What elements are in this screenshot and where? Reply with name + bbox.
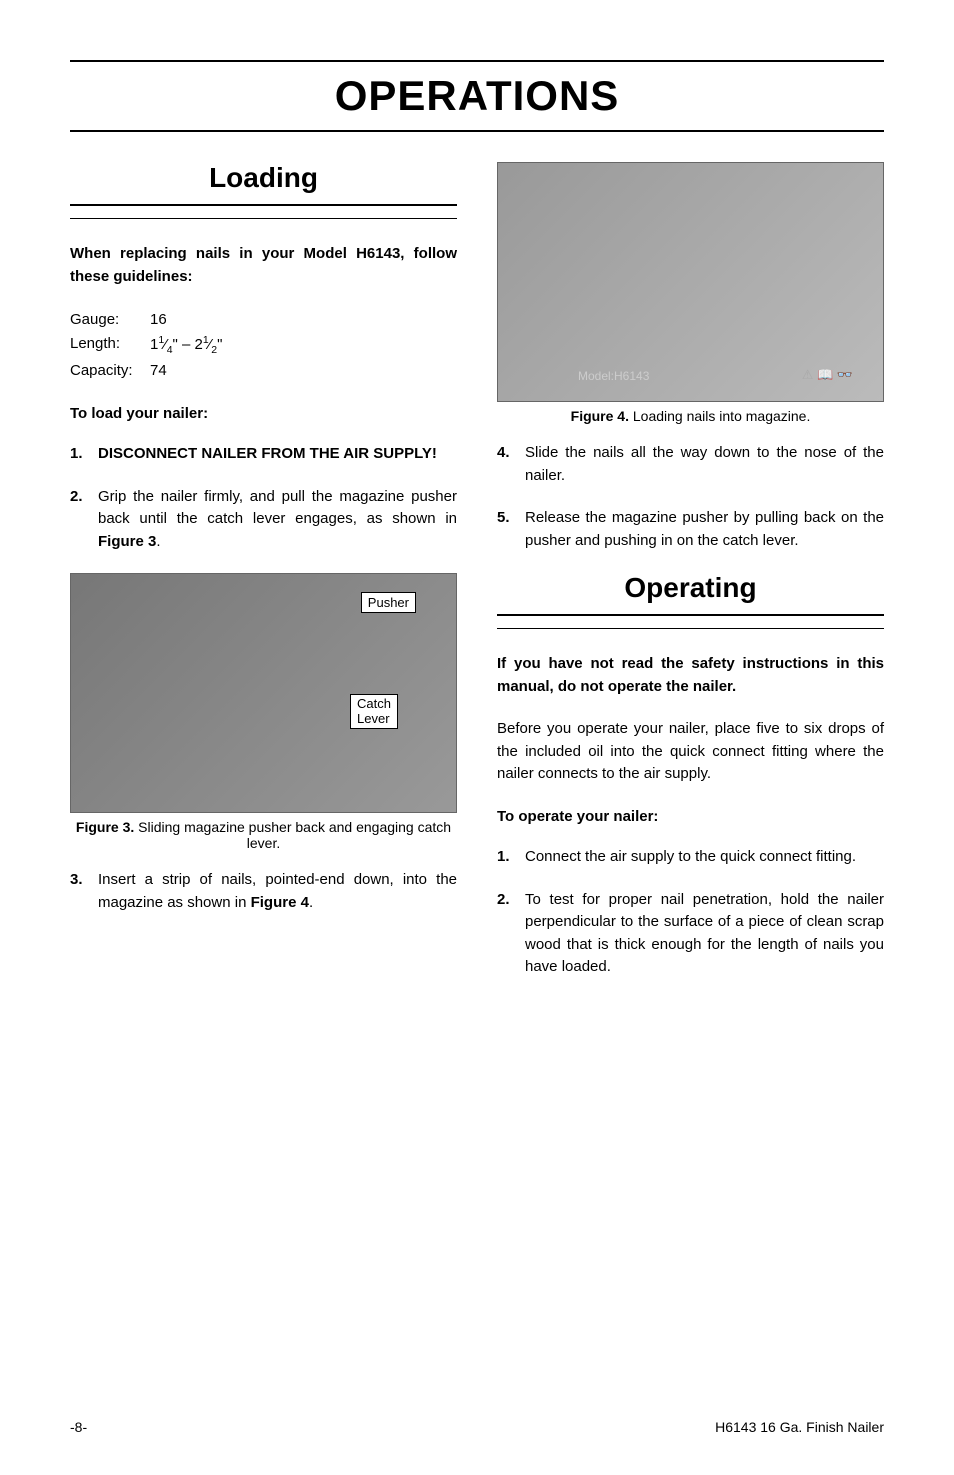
right-steps-4-5: 4. Slide the nails all the way down to t…: [497, 442, 884, 552]
load-sub-heading: To load your nailer:: [70, 403, 457, 426]
section-underline: [70, 218, 457, 219]
operate-sub-heading: To operate your nailer:: [497, 806, 884, 829]
operate-steps: 1. Connect the air supply to the quick c…: [497, 846, 884, 979]
operating-section-title: Operating: [497, 572, 884, 616]
step-text: Release the magazine pusher by pulling b…: [525, 507, 884, 552]
operate-step-2: 2. To test for proper nail penetration, …: [497, 889, 884, 979]
spec-capacity-value: 74: [150, 359, 167, 383]
left-column: Loading When replacing nails in your Mod…: [70, 162, 457, 999]
spec-length-value: 11⁄4" – 21⁄2": [150, 332, 222, 359]
page-title: OPERATIONS: [70, 60, 884, 132]
step-suffix: .: [156, 533, 160, 550]
step-num: 1.: [70, 443, 98, 466]
callout-catch-lever: Catch Lever: [350, 694, 398, 729]
footer-page-num: -8-: [70, 1419, 87, 1435]
step-prefix: Grip the nailer firmly, and pull the mag…: [98, 488, 457, 528]
spec-capacity-label: Capacity:: [70, 359, 150, 383]
figure-4-image: Model:H6143 ⚠ 📖 👓: [497, 162, 884, 402]
figure-4-caption: Figure 4. Loading nails into magazine.: [497, 408, 884, 424]
length-suffix: ": [217, 336, 222, 353]
loading-section-title: Loading: [70, 162, 457, 206]
model-label: Model:H6143: [578, 369, 649, 383]
load-step-3: 3. Insert a strip of nails, pointed-end …: [70, 869, 457, 914]
operating-para: Before you operate your nailer, place fi…: [497, 718, 884, 786]
step-num: 2.: [497, 889, 525, 979]
step-num: 4.: [497, 442, 525, 487]
step-num: 3.: [70, 869, 98, 914]
step-bold: DISCONNECT NAILER FROM THE AIR SUPPLY!: [98, 445, 437, 462]
step-bold: Figure 4: [251, 894, 309, 911]
callout-line1: Catch: [357, 696, 391, 711]
step-text: Connect the air supply to the quick conn…: [525, 846, 884, 869]
spec-length: Length: 11⁄4" – 21⁄2": [70, 332, 457, 359]
step-text: DISCONNECT NAILER FROM THE AIR SUPPLY!: [98, 443, 457, 466]
callout-line2: Lever: [357, 711, 390, 726]
figure-3-image: Pusher Catch Lever: [70, 573, 457, 813]
footer: -8- H6143 16 Ga. Finish Nailer: [70, 1419, 884, 1435]
step-num: 2.: [70, 486, 98, 554]
safety-icons: ⚠ 📖 👓: [802, 367, 853, 383]
step-num: 5.: [497, 507, 525, 552]
length-mid: " – 2: [173, 336, 203, 353]
length-frac1-num: 1: [158, 334, 164, 346]
step-text: Insert a strip of nails, pointed-end dow…: [98, 869, 457, 914]
caption-rest: Sliding magazine pusher back and engagin…: [134, 819, 451, 851]
step-bold: Figure 3: [98, 533, 156, 550]
callout-pusher: Pusher: [361, 592, 416, 613]
caption-rest: Loading nails into magazine.: [629, 408, 810, 424]
load-step-1: 1. DISCONNECT NAILER FROM THE AIR SUPPLY…: [70, 443, 457, 466]
loading-intro: When replacing nails in your Model H6143…: [70, 243, 457, 288]
caption-bold: Figure 3.: [76, 819, 134, 835]
spec-capacity: Capacity: 74: [70, 359, 457, 383]
load-step-5: 5. Release the magazine pusher by pullin…: [497, 507, 884, 552]
length-frac2-num: 1: [203, 334, 209, 346]
step-text: Grip the nailer firmly, and pull the mag…: [98, 486, 457, 554]
operate-step-1: 1. Connect the air supply to the quick c…: [497, 846, 884, 869]
spec-gauge-label: Gauge:: [70, 308, 150, 332]
spec-gauge-value: 16: [150, 308, 167, 332]
load-step-4: 4. Slide the nails all the way down to t…: [497, 442, 884, 487]
step-suffix: .: [309, 894, 313, 911]
content-columns: Loading When replacing nails in your Mod…: [70, 162, 884, 999]
operating-intro: If you have not read the safety instruct…: [497, 653, 884, 698]
step-num: 1.: [497, 846, 525, 869]
figure-3: Pusher Catch Lever Figure 3. Sliding mag…: [70, 573, 457, 851]
right-column: Model:H6143 ⚠ 📖 👓 Figure 4. Loading nail…: [497, 162, 884, 999]
spec-length-label: Length:: [70, 332, 150, 359]
figure-4: Model:H6143 ⚠ 📖 👓 Figure 4. Loading nail…: [497, 162, 884, 424]
section-underline: [497, 628, 884, 629]
step-text: To test for proper nail penetration, hol…: [525, 889, 884, 979]
spec-list: Gauge: 16 Length: 11⁄4" – 21⁄2" Capacity…: [70, 308, 457, 383]
footer-model: H6143 16 Ga. Finish Nailer: [715, 1419, 884, 1435]
figure-3-caption: Figure 3. Sliding magazine pusher back a…: [70, 819, 457, 851]
load-step-3-list: 3. Insert a strip of nails, pointed-end …: [70, 869, 457, 914]
caption-bold: Figure 4.: [571, 408, 629, 424]
load-steps: 1. DISCONNECT NAILER FROM THE AIR SUPPLY…: [70, 443, 457, 553]
load-step-2: 2. Grip the nailer firmly, and pull the …: [70, 486, 457, 554]
spec-gauge: Gauge: 16: [70, 308, 457, 332]
step-text: Slide the nails all the way down to the …: [525, 442, 884, 487]
